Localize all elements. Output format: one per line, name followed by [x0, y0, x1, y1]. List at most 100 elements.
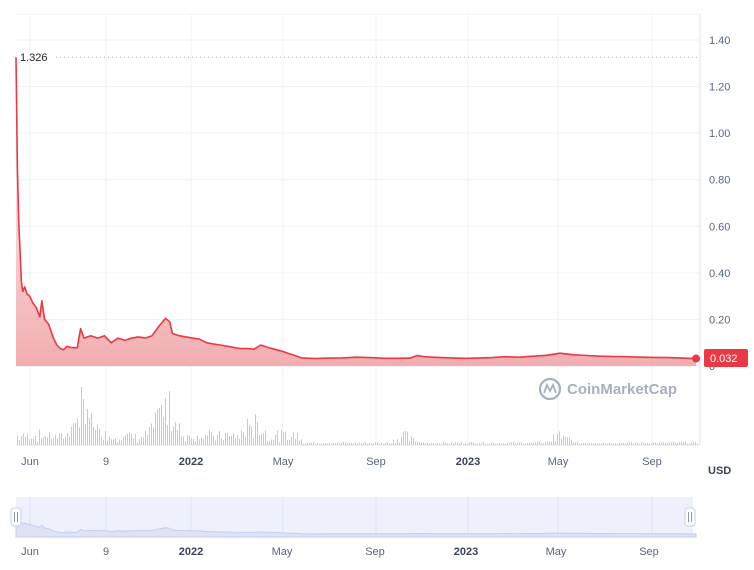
volume-bar: [261, 434, 262, 445]
volume-bar: [173, 426, 174, 445]
navigator-tick-label: Sep: [639, 546, 659, 558]
volume-bar: [105, 431, 106, 445]
volume-bar: [235, 438, 236, 445]
volume-bar: [93, 426, 94, 445]
volume-bar: [153, 427, 154, 445]
volume-bar: [527, 443, 528, 445]
volume-bar: [655, 442, 656, 445]
volume-bar: [243, 432, 244, 445]
volume-bar: [347, 443, 348, 445]
navigator-left-handle[interactable]: [10, 507, 22, 527]
volume-bar: [491, 442, 492, 445]
volume-bar: [405, 431, 406, 445]
volume-bar: [357, 443, 358, 445]
volume-bar: [549, 441, 550, 445]
volume-bar: [123, 436, 124, 445]
volume-bar: [565, 436, 566, 445]
x-axis-ticks: Jun 9 2022 May Sep 2023 May Sep: [21, 456, 662, 468]
current-price-tag: [704, 349, 748, 367]
volume-bar: [101, 437, 102, 445]
volume-bar: [669, 442, 670, 445]
volume-bar: [533, 442, 534, 445]
volume-bar: [411, 436, 412, 445]
volume-bar: [641, 441, 642, 445]
volume-bar: [301, 439, 302, 445]
volume-bar: [649, 443, 650, 445]
volume-bar: [465, 443, 466, 445]
volume-bar: [49, 432, 50, 445]
vertical-grid: [29, 14, 653, 445]
volume-bar: [221, 438, 222, 445]
volume-bar: [489, 443, 490, 445]
watermark-text: CoinMarketCap: [567, 381, 677, 398]
volume-bar: [585, 443, 586, 445]
volume-bar: [497, 443, 498, 445]
volume-bar: [219, 430, 220, 445]
volume-bar: [429, 443, 430, 445]
navigator-tick-label: May: [272, 546, 293, 558]
volume-bar: [125, 435, 126, 445]
range-navigator[interactable]: [10, 497, 697, 538]
y-tick-label: 1.00: [709, 128, 730, 140]
volume-bar: [567, 436, 568, 445]
volume-bar: [299, 440, 300, 445]
volume-bar: [621, 443, 622, 445]
volume-bar: [205, 435, 206, 445]
volume-bar: [605, 443, 606, 445]
volume-bar: [529, 442, 530, 445]
max-price-label: 1.326: [20, 52, 48, 64]
volume-bar: [233, 433, 234, 445]
volume-bar: [625, 443, 626, 445]
volume-bar: [87, 408, 88, 445]
navigator-ticks: Jun 9 2022 May Sep 2023 May Sep: [21, 546, 659, 558]
volume-bar: [289, 439, 290, 445]
volume-bar: [339, 442, 340, 445]
volume-bar: [623, 442, 624, 445]
volume-bar: [521, 442, 522, 445]
volume-bar: [149, 427, 150, 445]
volume-bar: [303, 443, 304, 445]
volume-bar: [107, 440, 108, 445]
volume-bar: [647, 442, 648, 445]
volume-bar: [239, 438, 240, 445]
volume-bar: [403, 431, 404, 445]
volume-bar: [603, 442, 604, 445]
volume-bar: [145, 430, 146, 445]
volume-bar: [693, 441, 694, 445]
volume-bar: [213, 435, 214, 445]
volume-bar: [555, 440, 556, 445]
navigator-right-handle[interactable]: [684, 507, 696, 527]
volume-bar: [47, 437, 48, 445]
volume-bar: [17, 435, 18, 445]
volume-bar: [359, 442, 360, 445]
volume-bar: [553, 434, 554, 445]
volume-bar: [195, 441, 196, 445]
x-tick-label: May: [273, 456, 294, 468]
volume-bar: [469, 442, 470, 445]
volume-bar: [99, 428, 100, 445]
y-tick-label: 0.40: [709, 268, 730, 280]
volume-bar: [45, 435, 46, 445]
volume-bar: [463, 443, 464, 445]
volume-bar: [147, 435, 148, 445]
volume-bar: [389, 443, 390, 445]
volume-bar: [545, 442, 546, 445]
volume-bar: [259, 435, 260, 445]
volume-bar: [179, 423, 180, 445]
y-tick-label: 0.20: [709, 314, 730, 326]
volume-bar: [525, 443, 526, 445]
volume-bar: [383, 443, 384, 445]
volume-bar: [275, 434, 276, 445]
volume-bar: [223, 440, 224, 445]
volume-bar: [653, 442, 654, 445]
volume-bar: [531, 442, 532, 445]
volume-bar: [127, 433, 128, 445]
volume-bar: [679, 441, 680, 445]
volume-bar: [211, 432, 212, 445]
volume-bar: [181, 436, 182, 445]
volume-bar: [595, 443, 596, 445]
volume-bar: [281, 429, 282, 445]
volume-bar: [427, 442, 428, 445]
volume-bar: [543, 443, 544, 445]
